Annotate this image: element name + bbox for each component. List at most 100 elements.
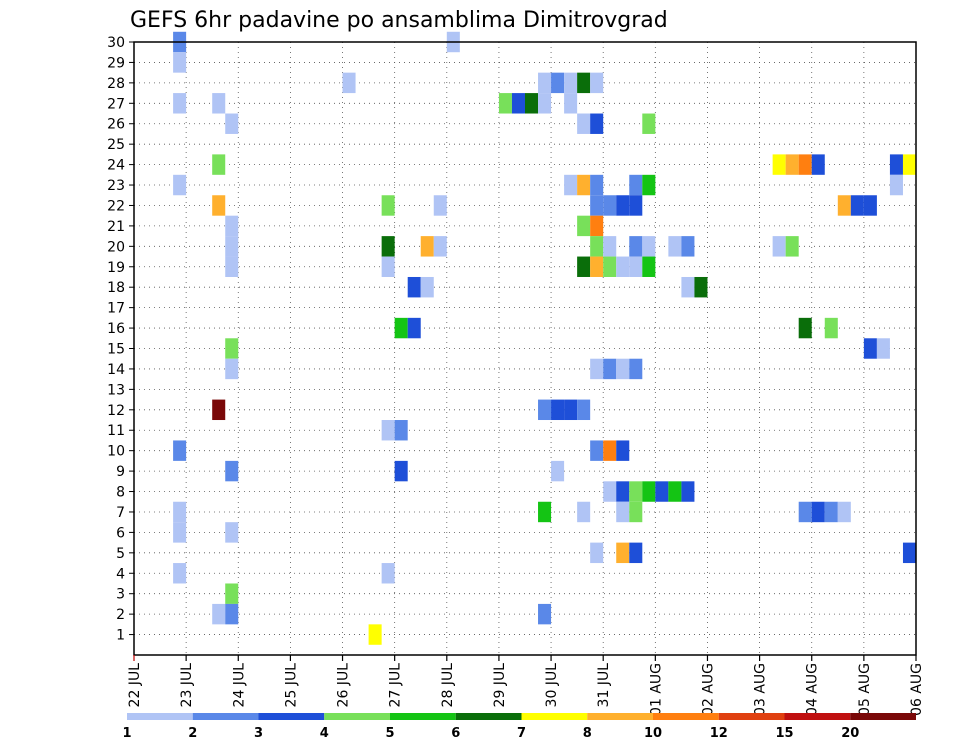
precip-cell — [837, 501, 851, 523]
y-tick-label: 14 — [107, 362, 125, 378]
precip-cell — [525, 93, 539, 114]
precip-cell — [889, 174, 903, 196]
precip-cell — [577, 174, 591, 196]
x-tick-label: 22 JUL — [127, 663, 143, 708]
precip-cell — [498, 93, 512, 114]
colorbar-label: 20 — [841, 726, 859, 741]
precip-cell — [590, 236, 604, 257]
precip-cell — [642, 256, 656, 277]
precip-cell — [577, 72, 591, 94]
chart-title: GEFS 6hr padavine po ansamblima Dimitrov… — [130, 8, 668, 33]
precip-cell — [590, 72, 604, 94]
precip-cell — [876, 338, 890, 359]
x-tick-label: 03 AUG — [753, 663, 769, 716]
y-tick-label: 26 — [107, 117, 125, 133]
colorbar-swatch — [258, 713, 325, 720]
colorbar: 1 2 3 4 5 6 7 8 10 12 15 20 — [122, 713, 916, 741]
precip-cell — [629, 236, 643, 257]
cells — [173, 31, 916, 645]
precip-cell — [564, 174, 578, 196]
grid-lines — [134, 41, 917, 655]
precip-cell — [863, 195, 877, 216]
precip-cell — [407, 317, 421, 339]
precip-cell — [538, 93, 552, 114]
precip-cell — [173, 93, 187, 114]
precip-cell — [551, 399, 565, 421]
y-tick-label: 28 — [107, 76, 125, 92]
y-tick-label: 10 — [107, 444, 125, 460]
precip-cell — [603, 195, 617, 216]
precip-cell — [668, 481, 682, 502]
colorbar-label: 3 — [254, 726, 263, 741]
precip-cell — [655, 481, 669, 502]
x-tick-label: 05 AUG — [857, 663, 873, 716]
precip-cell — [889, 154, 903, 175]
precip-cell — [225, 215, 239, 237]
y-tick-label: 7 — [116, 505, 125, 521]
precip-cell — [603, 256, 617, 277]
precip-cell — [433, 195, 447, 216]
precip-cell — [590, 113, 604, 134]
precip-cell — [394, 420, 408, 441]
precip-cell — [837, 195, 851, 216]
precip-cell — [212, 603, 226, 625]
y-tick-label: 16 — [107, 321, 125, 337]
precip-cell — [603, 440, 617, 461]
y-tick-label: 11 — [107, 423, 125, 439]
precip-cell — [798, 317, 812, 339]
precip-cell — [590, 174, 604, 196]
colorbar-swatch — [784, 713, 851, 720]
precip-cell — [681, 236, 695, 257]
precip-cell — [590, 542, 604, 564]
x-tick-label: 26 JUL — [336, 663, 352, 708]
precip-cell — [538, 603, 552, 625]
precip-cell — [902, 542, 916, 564]
precip-cell — [407, 276, 421, 298]
y-tick-label: 3 — [116, 587, 125, 603]
precip-cell — [394, 317, 408, 339]
precip-cell — [538, 501, 552, 523]
y-tick-label: 24 — [107, 158, 125, 174]
precip-cell — [811, 501, 825, 523]
y-tick-label: 30 — [107, 35, 125, 51]
x-tick-label: 31 JUL — [596, 663, 612, 708]
colorbar-label: 1 — [122, 726, 131, 741]
colorbar-swatch — [850, 713, 916, 720]
precip-cell — [381, 236, 395, 257]
precip-cell — [590, 195, 604, 216]
y-tick-label: 4 — [116, 566, 125, 582]
precip-cell — [577, 113, 591, 134]
precip-cell — [394, 460, 408, 482]
precip-cell — [616, 256, 630, 277]
precip-cell — [577, 215, 591, 237]
x-tick-label: 01 AUG — [648, 663, 664, 716]
y-tick-label: 25 — [107, 137, 125, 153]
colorbar-swatch — [192, 713, 259, 720]
y-tick-label: 22 — [107, 198, 125, 214]
precip-cell — [511, 93, 525, 114]
colorbar-label: 2 — [188, 726, 197, 741]
precip-cell — [538, 399, 552, 421]
x-tick-label: 02 AUG — [700, 663, 716, 716]
y-tick-label: 12 — [107, 403, 125, 419]
y-tick-label: 17 — [107, 301, 125, 317]
precip-cell — [225, 522, 239, 543]
precip-cell — [225, 338, 239, 359]
precip-cell — [590, 440, 604, 461]
precip-cell — [577, 501, 591, 523]
precip-cell — [642, 113, 656, 134]
precip-cell — [694, 276, 708, 298]
y-tick-label: 29 — [107, 55, 125, 71]
y-axis: 1234567891011121314151617181920212223242… — [107, 35, 134, 644]
colorbar-swatch — [324, 713, 390, 720]
precip-cell — [629, 542, 643, 564]
precip-cell — [420, 236, 434, 257]
precip-cell — [173, 52, 187, 73]
precip-cell — [902, 154, 916, 175]
colorbar-swatch — [127, 713, 193, 720]
colorbar-label: 7 — [517, 726, 526, 741]
y-tick-label: 19 — [107, 260, 125, 276]
precip-cell — [785, 154, 799, 175]
y-tick-label: 1 — [116, 628, 125, 644]
